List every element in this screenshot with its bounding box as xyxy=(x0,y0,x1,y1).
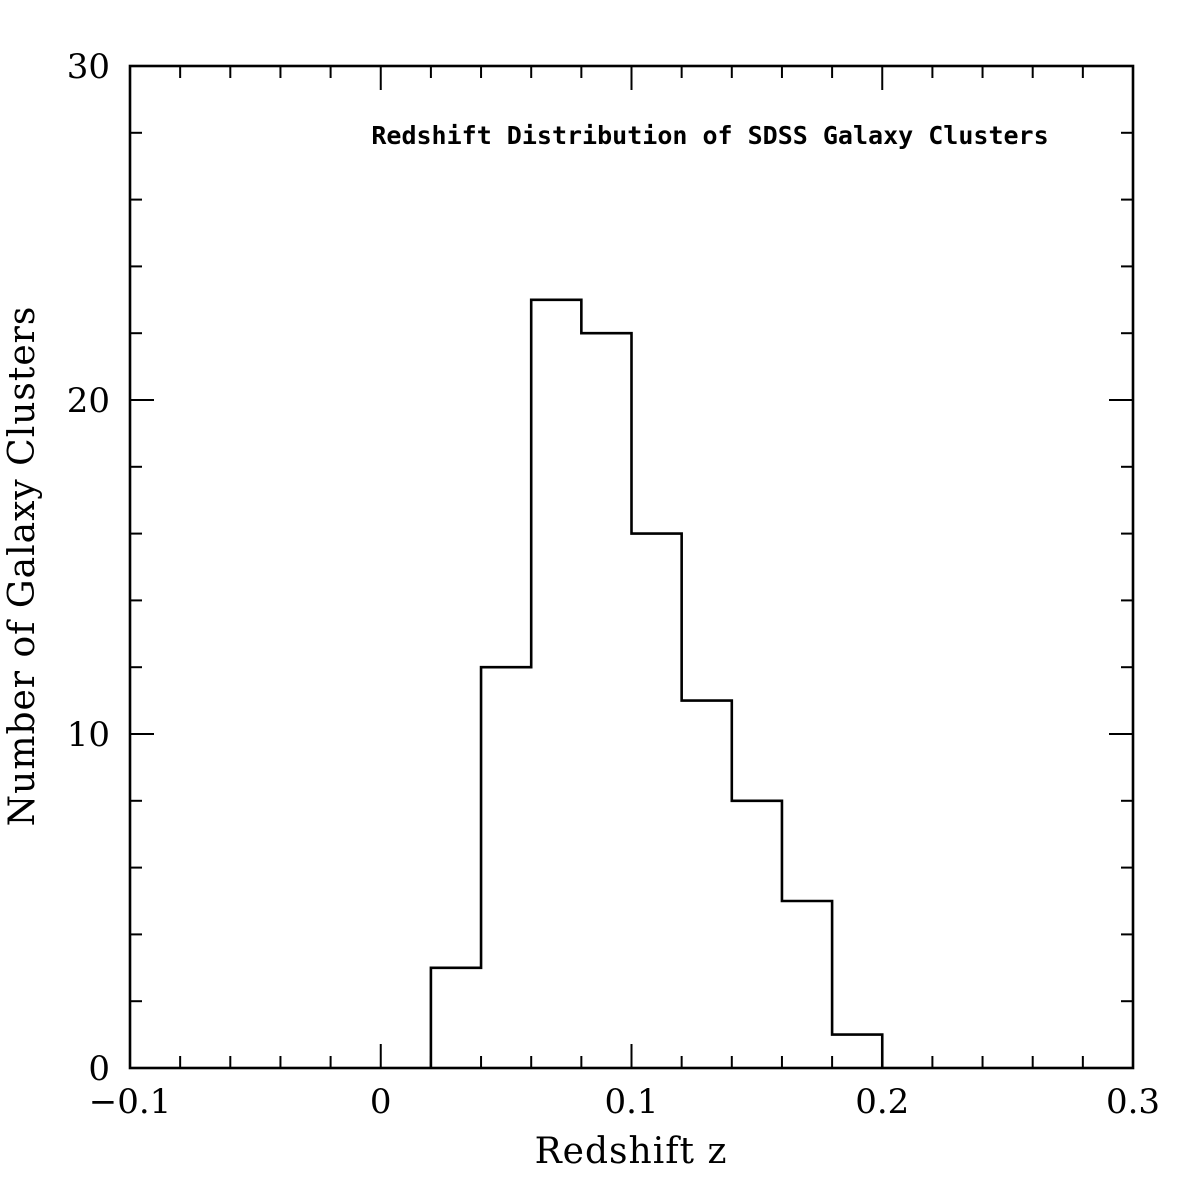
x-tick-label: 0 xyxy=(370,1082,392,1122)
y-tick-label: 10 xyxy=(67,715,110,755)
histogram-bar xyxy=(682,701,732,1068)
x-tick-label: 0.3 xyxy=(1106,1082,1160,1122)
histogram-bar xyxy=(832,1035,882,1068)
histogram-bar xyxy=(632,534,682,1068)
histogram-bins xyxy=(431,300,882,1068)
histogram-bar xyxy=(581,333,631,1068)
y-axis-title: Number of Galaxy Clusters xyxy=(2,306,43,827)
x-tick-label: 0.1 xyxy=(604,1082,658,1122)
histogram-bar xyxy=(732,801,782,1068)
x-tick-label: −0.1 xyxy=(89,1082,172,1122)
histogram-bar xyxy=(782,901,832,1068)
chart-title: Redshift Distribution of SDSS Galaxy Clu… xyxy=(371,121,1048,150)
plot-frame xyxy=(128,64,1135,1070)
axis-ticks xyxy=(129,65,1134,1069)
histogram-bar xyxy=(531,300,581,1068)
y-tick-label: 30 xyxy=(67,47,110,87)
x-tick-label: 0.2 xyxy=(855,1082,909,1122)
y-tick-label: 0 xyxy=(88,1049,110,1089)
y-tick-label: 20 xyxy=(67,381,110,421)
histogram-step-outline xyxy=(429,298,884,1068)
x-axis-title: Redshift z xyxy=(535,1131,728,1172)
histogram-bar xyxy=(431,968,481,1068)
histogram-bar xyxy=(481,667,531,1068)
